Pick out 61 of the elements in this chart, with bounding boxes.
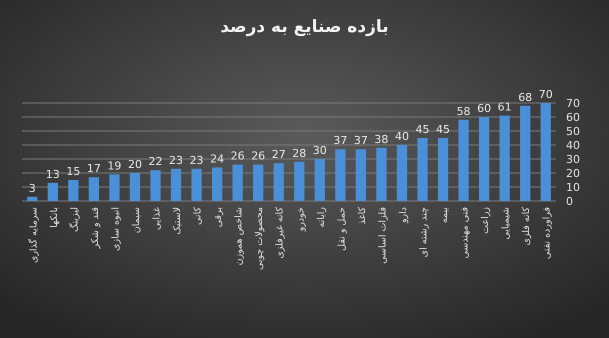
- y-tick-label: 10: [566, 181, 580, 194]
- x-tick-label: لیزینگ: [68, 207, 80, 232]
- data-label: 37: [354, 134, 368, 148]
- data-label: 28: [292, 146, 306, 160]
- data-label: 17: [86, 162, 101, 176]
- x-tick-label: لاستیک: [172, 207, 184, 235]
- data-label: 19: [107, 159, 122, 172]
- x-tick-label: بانکها: [48, 207, 60, 228]
- y-tick-label: 30: [566, 153, 580, 166]
- x-tick-label: غذایی: [152, 206, 162, 230]
- y-tick-label: 20: [566, 167, 580, 180]
- x-tick-label: بیمه: [439, 207, 450, 224]
- data-label: 13: [46, 168, 60, 181]
- data-label: 45: [436, 123, 450, 136]
- data-label: 20: [128, 158, 142, 171]
- data-label: 37: [333, 134, 348, 148]
- x-tick-label: خودرو: [295, 206, 306, 232]
- data-label: 45: [416, 123, 430, 136]
- y-tick-label: 60: [566, 111, 580, 124]
- x-tick-label: حمل و نقل: [336, 206, 348, 251]
- x-tick-label: انبوه سازی: [110, 207, 122, 251]
- x-tick-label: دارو: [398, 207, 409, 224]
- data-label: 27: [272, 148, 286, 162]
- data-label: 22: [148, 155, 162, 168]
- x-tick-label: فلزات اساسی: [377, 207, 388, 264]
- data-label: 26: [230, 150, 245, 163]
- data-label: 24: [210, 152, 224, 166]
- data-label: 70: [538, 88, 553, 101]
- x-tick-label: شاخص هموزن: [234, 206, 245, 266]
- y-tick-label: 40: [566, 139, 580, 152]
- y-tick-label: 70: [566, 97, 580, 110]
- x-tick-label: کاغذ: [356, 206, 368, 224]
- x-tick-label: برقی: [213, 207, 224, 228]
- data-label: 61: [498, 100, 512, 114]
- data-label: 30: [312, 144, 327, 157]
- data-label: 40: [394, 130, 409, 143]
- data-label: 60: [477, 102, 492, 115]
- x-tick-label: کانه فلزی: [521, 206, 532, 246]
- x-tick-label: کانه غیرفلزی: [274, 206, 286, 259]
- chart-title: بازده صنایع به درصد: [220, 17, 389, 37]
- x-tick-label: رایانه: [316, 206, 327, 228]
- x-tick-label: شیمیایی: [500, 206, 512, 240]
- data-label: 3: [28, 182, 36, 195]
- x-tick-label: چند رشته ای: [418, 206, 430, 258]
- data-label: 68: [518, 90, 532, 104]
- y-tick-label: 50: [566, 125, 580, 138]
- x-tick-label: سیمان: [130, 206, 142, 234]
- data-label: 23: [169, 154, 184, 167]
- x-tick-label: سرمایه گذاری: [27, 206, 40, 264]
- data-label: 58: [456, 104, 471, 118]
- y-tick-label: 0: [566, 195, 573, 208]
- x-tick-label: محصولات چوبی: [254, 207, 266, 270]
- x-tick-label: زراعت: [480, 206, 492, 234]
- x-tick-label: کانی: [192, 206, 204, 225]
- data-label: 15: [66, 165, 80, 178]
- data-label: 23: [190, 154, 204, 167]
- x-tick-label: قند و شکر: [90, 207, 101, 250]
- x-tick-label: فنی مهندسی: [460, 207, 471, 259]
- data-label: 38: [374, 132, 388, 146]
- x-tick-label: فراورده نفتی: [542, 207, 553, 260]
- data-label: 26: [251, 150, 266, 163]
